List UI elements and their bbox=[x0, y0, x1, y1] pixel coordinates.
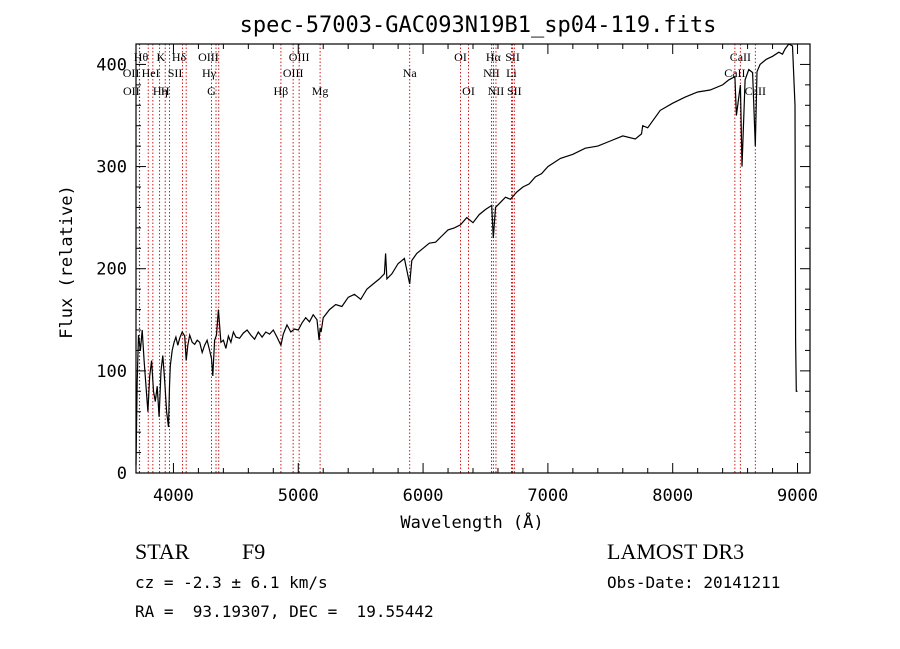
line-label: SII bbox=[505, 50, 520, 64]
x-tick-label: 6000 bbox=[403, 486, 444, 506]
x-axis-ticks: 4000 5000 6000 7000 8000 9000 bbox=[153, 44, 818, 506]
line-label: Hγ bbox=[202, 66, 217, 80]
line-label: SII bbox=[168, 66, 183, 80]
x-tick-label: 4000 bbox=[153, 486, 194, 506]
y-tick-label: 100 bbox=[96, 362, 127, 382]
y-tick-label: 200 bbox=[96, 260, 127, 280]
spectrum-line bbox=[135, 43, 798, 465]
line-label: Mg bbox=[312, 84, 329, 98]
line-label: HeI bbox=[142, 66, 160, 80]
x-tick-label: 9000 bbox=[777, 486, 818, 506]
object-class: STAR bbox=[135, 539, 190, 564]
object-subclass: F9 bbox=[242, 539, 266, 564]
line-label: NII bbox=[488, 84, 505, 98]
survey-name: LAMOST DR3 bbox=[607, 539, 745, 564]
line-label: H bbox=[161, 84, 170, 98]
line-label: OI bbox=[454, 50, 467, 64]
line-label: Na bbox=[403, 66, 418, 80]
line-label: OII bbox=[123, 84, 140, 98]
line-label: CaII bbox=[730, 50, 751, 64]
coordinates: RA = 93.19307, DEC = 19.55442 bbox=[135, 602, 434, 621]
y-tick-label: 400 bbox=[96, 55, 127, 75]
plot-frame bbox=[135, 43, 811, 474]
redshift-text: cz = -2.3 ± 6.1 km/s bbox=[135, 573, 328, 592]
x-tick-label: 5000 bbox=[278, 486, 319, 506]
y-axis-label: Flux (relative) bbox=[57, 185, 77, 339]
line-label: Hα bbox=[486, 50, 502, 64]
y-axis-ticks: 0 100 200 300 400 bbox=[96, 43, 810, 484]
x-axis-label: Wavelength (Å) bbox=[400, 511, 543, 533]
line-label: Li bbox=[506, 66, 517, 80]
line-label: Hβ bbox=[274, 84, 289, 98]
line-markers bbox=[138, 44, 756, 473]
line-label: Hδ bbox=[172, 50, 187, 64]
line-label: NII bbox=[483, 66, 500, 80]
line-label: K bbox=[157, 50, 166, 64]
line-label: Hθ bbox=[134, 50, 149, 64]
line-labels: Hθ OII OII Hη HeI K H SII Hδ OIII Hγ G Hβ OIII OIII Mg N… bbox=[123, 50, 766, 98]
obs-date: Obs-Date: 20141211 bbox=[607, 573, 781, 592]
line-label: G bbox=[207, 84, 216, 98]
line-label: OI bbox=[462, 84, 475, 98]
line-label: Hη bbox=[153, 84, 168, 98]
chart-title: spec-57003-GAC093N19B1_sp04-119.fits bbox=[240, 13, 717, 38]
line-label: OII bbox=[123, 66, 140, 80]
line-label: OIII bbox=[289, 50, 310, 64]
line-label: SII bbox=[507, 84, 522, 98]
x-tick-label: 7000 bbox=[527, 486, 568, 506]
y-tick-label: 0 bbox=[117, 464, 127, 484]
line-label: OIII bbox=[198, 50, 219, 64]
line-label: CaII bbox=[724, 66, 745, 80]
line-label: OIII bbox=[283, 66, 304, 80]
line-label: CaII bbox=[745, 84, 766, 98]
x-tick-label: 8000 bbox=[652, 486, 693, 506]
y-tick-label: 300 bbox=[96, 158, 127, 178]
